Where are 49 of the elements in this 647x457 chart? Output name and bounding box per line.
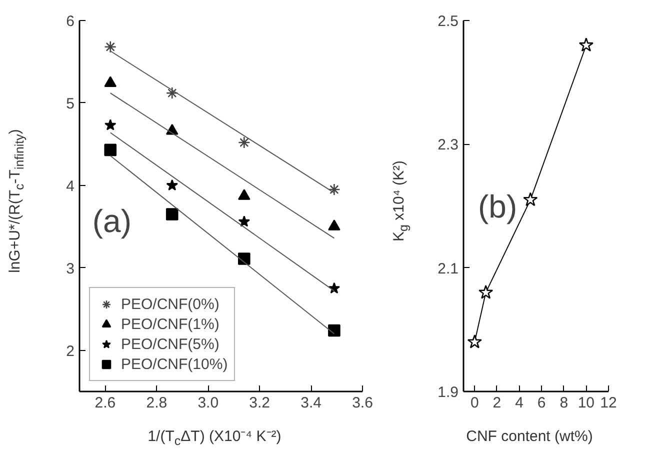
point [238,252,250,265]
y-tick-label: 6 [66,13,74,30]
x-tick-label: 3.0 [198,394,219,412]
x-tick-label: 3.4 [300,394,322,412]
point [104,144,117,156]
point [166,86,178,100]
x-tick-label: 4 [515,394,524,412]
legend-label: PEO/CNF(5%) [121,336,220,352]
y-tick-label: 1.9 [438,384,459,401]
y-tick-label: 5 [66,95,74,112]
point [104,40,117,54]
point [104,119,116,130]
y-tick-label: 2.5 [438,13,459,30]
point [238,189,250,200]
point [166,179,178,190]
point [467,334,482,348]
point [328,183,340,196]
point [523,192,538,206]
point [328,282,340,294]
point [238,216,250,227]
point [166,208,178,220]
y-tick-label: 4 [66,178,74,195]
point [104,76,117,87]
point [328,324,340,337]
y-tick-label: 2 [66,342,74,360]
x-axis-title: CNF content (wt%) [465,427,594,447]
y-tick-label: 3 [66,260,74,278]
x-tick-label: 2.6 [94,394,116,412]
x-tick-label: 10 [578,394,595,412]
legend-label: PEO/CNF(10%) [121,356,228,372]
y-tick-label: 2.1 [438,260,459,278]
x-tick-label: 8 [560,394,568,412]
point [478,284,494,299]
x-tick-label: 0 [470,394,479,412]
x-axis-title: 1/(T$_{c}$ΔT) (X10⁻⁴ K⁻²) [146,427,282,450]
point [238,136,250,149]
y-tick-label: 2.3 [438,136,459,154]
x-tick-label: 6 [537,394,546,412]
legend-label: PEO/CNF(0%) [121,296,220,312]
x-tick-label: 3.6 [352,394,373,412]
x-tick-label: 3.2 [249,394,270,412]
x-tick-label: 2.8 [146,394,168,412]
annotation: (b) [478,188,518,225]
x-tick-label: 12 [600,394,617,412]
legend-label: PEO/CNF(1%) [121,316,220,332]
x-tick-label: 2 [492,394,502,412]
point [328,220,340,230]
annotation: (a) [92,202,132,239]
point [578,38,594,52]
